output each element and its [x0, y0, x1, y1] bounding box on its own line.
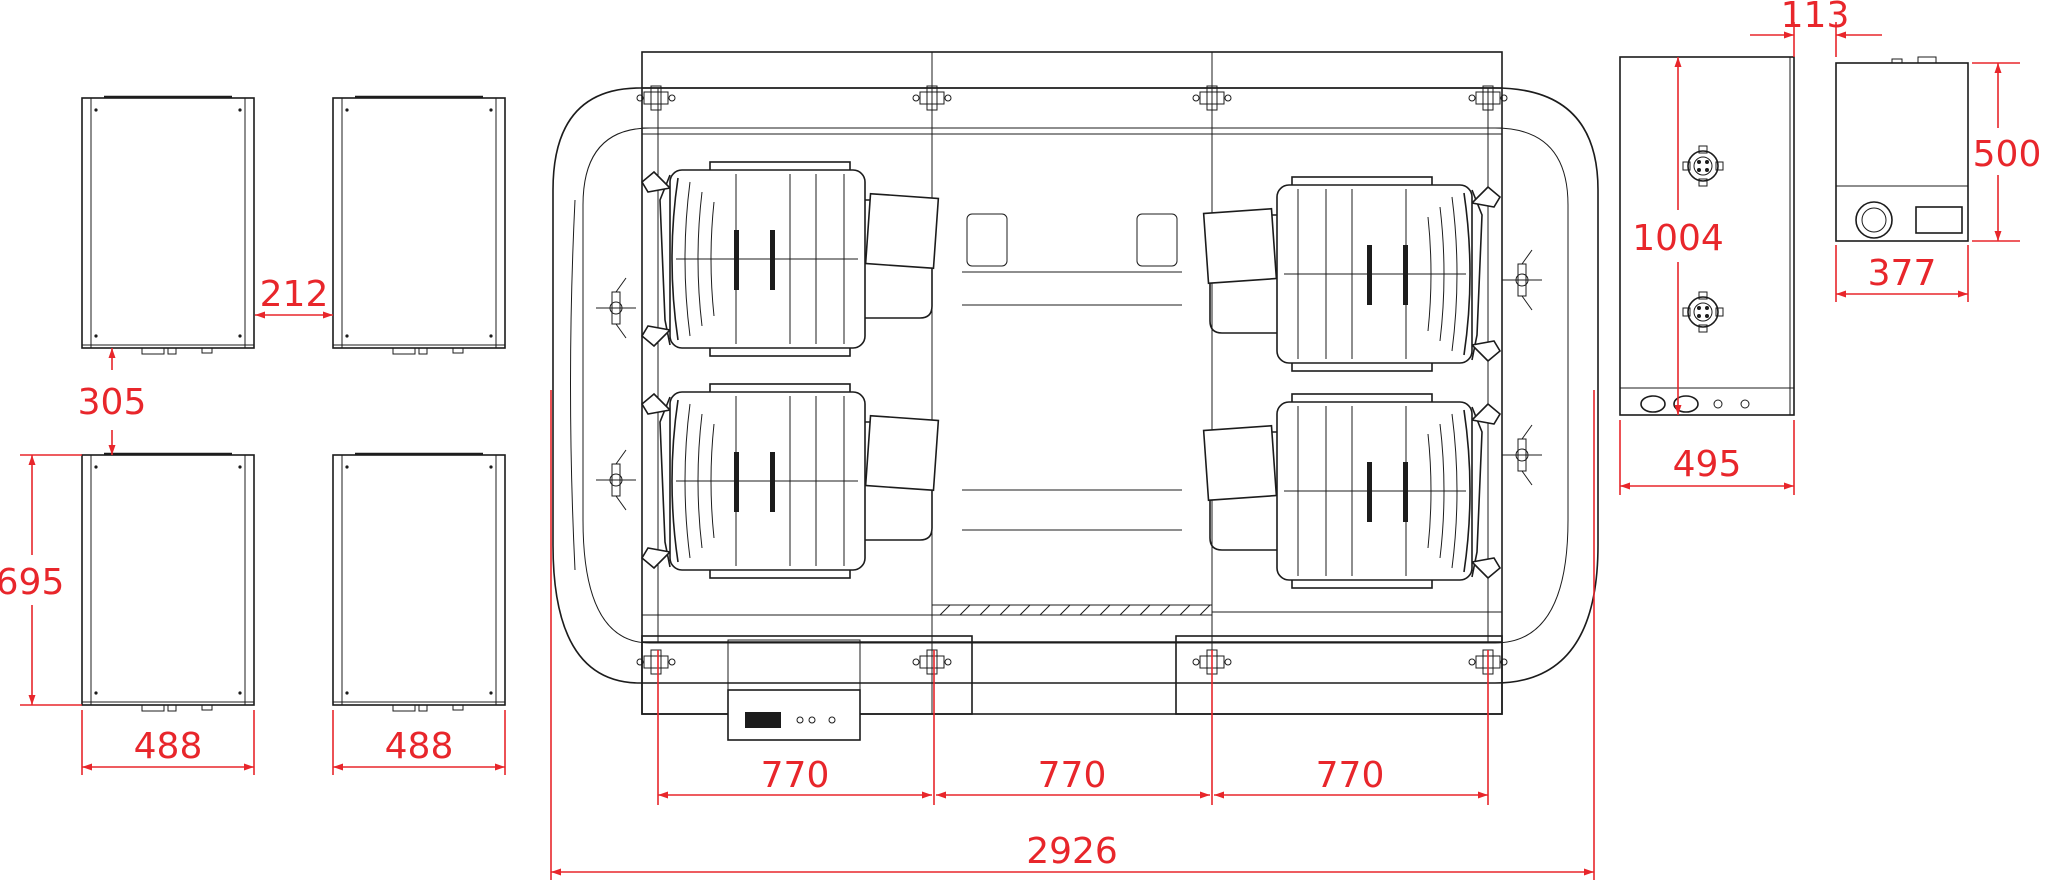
unit-top-port-2: [1891, 58, 1903, 64]
unit-dimensions: 500 377: [1835, 62, 2042, 302]
unit-knob-inner: [1861, 207, 1887, 233]
panel-port-3: [1713, 399, 1723, 409]
simulator-top-view: [552, 51, 1599, 741]
panel-port-4: [1740, 399, 1750, 409]
dim-unit-width-label: 377: [1868, 253, 1937, 294]
unit-body: [1835, 62, 1969, 242]
hatch-lines: [939, 604, 1211, 616]
truss-frame: [641, 51, 1503, 715]
linkage-right-bottom: [1501, 424, 1543, 486]
seat-top-right: [1202, 176, 1501, 372]
dim-panel-height-label: 1004: [1632, 218, 1724, 259]
control-box-button-2: [808, 716, 816, 724]
cabinet-top-left: [80, 95, 256, 356]
dim-seat-pitch-2-label: 770: [1038, 755, 1107, 796]
cabinet-bottom-left: [80, 452, 256, 713]
cabinet-dimensions: 212 305 695 488 488: [0, 274, 506, 775]
linkage-left-bottom: [595, 449, 637, 511]
connector-top: [1682, 145, 1724, 187]
pedal-right: [1136, 213, 1178, 267]
panel-port-1: [1640, 395, 1666, 413]
connector-bottom: [1682, 291, 1724, 333]
dim-height-label: 695: [0, 562, 64, 603]
dim-gap-h-label: 212: [260, 274, 329, 315]
dim-overall-width-label: 2926: [1026, 831, 1118, 872]
dim-panel-width-label: 495: [1673, 444, 1742, 485]
seat-top-left: [641, 161, 940, 357]
control-box-button-1: [796, 716, 804, 724]
unit-top-port-1: [1917, 56, 1937, 64]
inner-shell: [582, 127, 1569, 644]
connector-panel: [1619, 56, 1795, 416]
panel-body: [1619, 56, 1795, 416]
control-box-button-3: [828, 716, 836, 724]
linkage-right-top: [1501, 249, 1543, 311]
control-unit: [1835, 56, 1969, 242]
unit-display: [1915, 206, 1963, 234]
seat-bottom-left: [641, 383, 940, 579]
dim-gap-v-label: 305: [78, 382, 147, 423]
hatched-bar: [931, 604, 1213, 616]
unit-knob: [1855, 201, 1893, 239]
panel-dimensions: 1004 495 113: [1619, 0, 1882, 495]
dim-offset-label: 113: [1781, 0, 1850, 36]
dim-width-left-label: 488: [134, 726, 203, 767]
cabinet-bottom-right: [331, 452, 507, 713]
main-dimensions: 770 770 770 2926: [550, 390, 1595, 880]
platform-step-right: [1175, 635, 1503, 715]
dim-unit-height-label: 500: [1973, 134, 2042, 175]
cabinet-top-right: [331, 95, 507, 356]
outer-shell: [552, 87, 1599, 684]
dim-width-right-label: 488: [385, 726, 454, 767]
seat-bottom-right: [1202, 393, 1501, 589]
shell-left-curve: [570, 199, 576, 571]
dim-seat-pitch-3-label: 770: [1316, 755, 1385, 796]
pedal-left: [966, 213, 1008, 267]
linkage-left-top: [595, 277, 637, 339]
panel-port-2: [1673, 395, 1699, 413]
dim-seat-pitch-1-label: 770: [761, 755, 830, 796]
control-box-display: [745, 712, 781, 728]
